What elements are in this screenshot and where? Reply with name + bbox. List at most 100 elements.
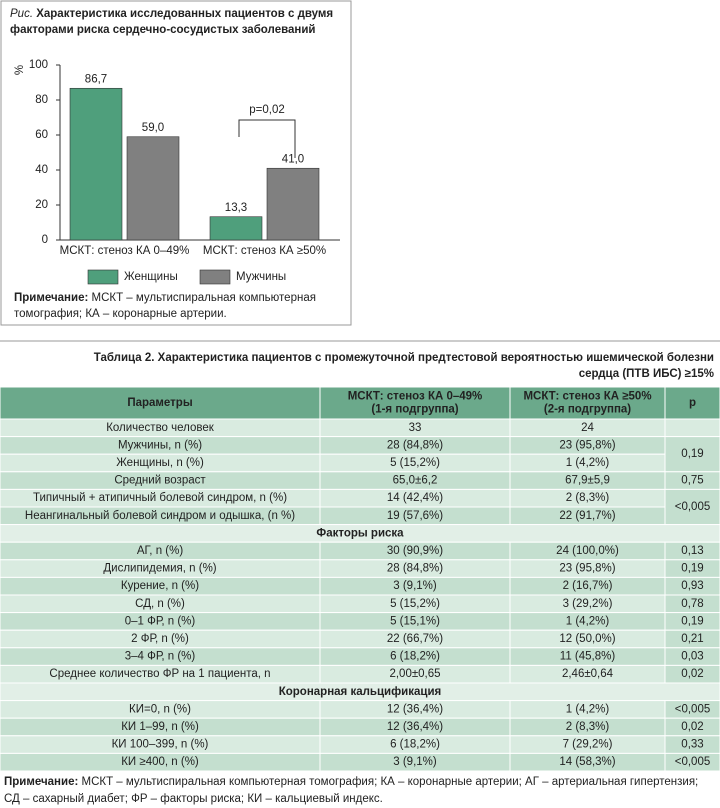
cell-text: 12 (36,4%) xyxy=(387,703,443,715)
cell-text: 0,19 xyxy=(681,448,703,460)
cell-text: 0,19 xyxy=(681,563,703,575)
cell-text: Средний возраст xyxy=(114,475,206,487)
cell-text: 24 (100,0%) xyxy=(556,545,619,557)
cell-text: 3 (9,1%) xyxy=(393,756,437,768)
value-label: 41,0 xyxy=(282,153,304,165)
cell-text: СД, n (%) xyxy=(135,598,185,610)
significance-bracket xyxy=(238,119,296,158)
cell-text: 67,9±5,9 xyxy=(565,475,610,487)
cell-text: 5 (15,2%) xyxy=(390,598,440,610)
section-text: Коронарная кальцификация xyxy=(279,686,442,698)
y-tick-label: 20 xyxy=(35,199,48,211)
header-cell xyxy=(319,386,511,420)
cell-text: 33 xyxy=(409,422,422,434)
cell-text: Типичный + атипичный болевой синдром, n … xyxy=(33,492,287,504)
cell-text: 0,33 xyxy=(681,739,703,751)
p-cell xyxy=(664,488,720,526)
header-text: МСКТ: стеноз КА 0–49% xyxy=(348,391,483,403)
header-text: (1-я подгруппа) xyxy=(371,404,458,416)
cell-text: 0,02 xyxy=(681,721,703,733)
figure-note: Примечание: МСКТ – мультиспиральная комп… xyxy=(14,292,316,304)
header-text: (2-я подгруппа) xyxy=(544,404,631,416)
cell-text: 12 (36,4%) xyxy=(387,721,443,733)
cell-text: Мужчины, n (%) xyxy=(118,439,202,451)
cell-text: 0,21 xyxy=(681,633,703,645)
cell-text: 3–4 ФР, n (%) xyxy=(125,651,196,663)
cell-text: 19 (57,6%) xyxy=(387,510,443,522)
p-cell xyxy=(664,752,720,772)
figure-title: Рис. Характеристика исследованных пациен… xyxy=(10,8,333,20)
cell-text: <0,005 xyxy=(675,501,711,513)
x-tick-label: МСКТ: стеноз КА ≥50% xyxy=(203,245,326,257)
cell-text: 3 (29,2%) xyxy=(563,598,613,610)
y-tick-label: 100 xyxy=(29,59,48,71)
cell-text: 2 ФР, n (%) xyxy=(131,633,189,645)
cell-text: 1 (4,2%) xyxy=(566,615,610,627)
cell-text: 0,78 xyxy=(681,598,703,610)
cell-text: 28 (84,8%) xyxy=(387,439,443,451)
note-line: МСКТ – мультиспиральная компьютерная том… xyxy=(82,776,699,788)
y-tick-label: 80 xyxy=(35,94,48,106)
cell-text: 0,13 xyxy=(681,545,703,557)
cell-text: 0,02 xyxy=(681,668,703,680)
cell-text: 11 (45,8%) xyxy=(560,651,616,663)
cell-text: 0–1 ФР, n (%) xyxy=(125,615,196,627)
cell-text: 14 (58,3%) xyxy=(559,756,615,768)
cell-text: Женщины, n (%) xyxy=(116,457,204,469)
cell-text: 2 (16,7%) xyxy=(563,580,613,592)
table-note: СД – сахарный диабет; ФР – факторы риска… xyxy=(4,793,383,805)
cell-text: 23 (95,8%) xyxy=(559,563,615,575)
p-cell xyxy=(664,418,720,438)
cell-text: 0,19 xyxy=(681,615,703,627)
cell-text: 2 (8,3%) xyxy=(566,492,610,504)
cell-text: 3 (9,1%) xyxy=(393,580,437,592)
cell-text: 1 (4,2%) xyxy=(566,457,610,469)
cell-text: 2 (8,3%) xyxy=(566,721,610,733)
table-title: Таблица 2. Характеристика пациентов с пр… xyxy=(94,352,714,364)
header-text: p xyxy=(689,397,696,409)
cell-text: 22 (91,7%) xyxy=(559,510,615,522)
header-text: МСКТ: стеноз КА ≥50% xyxy=(523,391,651,403)
cell-text: <0,005 xyxy=(675,703,711,715)
note-line: МСКТ – мультиспиральная компьютерная xyxy=(92,292,316,304)
cell-text: 0,93 xyxy=(681,580,703,592)
cell-text: 0,03 xyxy=(681,651,703,663)
bar xyxy=(126,136,180,241)
figure-note: томография; КА – коронарные артерии. xyxy=(14,308,227,320)
cell-text: <0,005 xyxy=(675,756,711,768)
figure-frame xyxy=(0,0,352,326)
cell-text: КИ ≥400, n (%) xyxy=(121,756,199,768)
bar xyxy=(69,87,123,241)
cell-text: 22 (66,7%) xyxy=(387,633,443,645)
legend-swatch xyxy=(87,269,119,285)
cell-text: 14 (42,4%) xyxy=(387,492,443,504)
legend-label: Женщины xyxy=(124,271,178,283)
y-tick-label: 0 xyxy=(42,234,48,246)
cell-text: 2,00±0,65 xyxy=(389,668,440,680)
cell-text: Количество человек xyxy=(106,422,215,434)
header-cell xyxy=(0,386,321,420)
cell-text: 30 (90,9%) xyxy=(387,545,443,557)
cell-text: Курение, n (%) xyxy=(121,580,199,592)
cell-text: 2,46±0,64 xyxy=(562,668,614,680)
cell-text: КИ 1–99, n (%) xyxy=(121,721,199,733)
y-tick-label: 60 xyxy=(35,129,48,141)
figure-title: факторами риска сердечно-сосудистых забо… xyxy=(10,24,316,36)
legend-swatch xyxy=(199,269,231,285)
header-text: Параметры xyxy=(127,397,192,409)
bar xyxy=(266,167,320,241)
title-line: Характеристика исследованных пациентов с… xyxy=(36,8,333,20)
cell-text: КИ=0, n (%) xyxy=(129,703,191,715)
table-title: сердца (ПТВ ИБС) ≥15% xyxy=(579,368,714,380)
cell-text: 0,75 xyxy=(681,475,703,487)
note-label: Примечание: xyxy=(4,776,78,788)
cell-text: Дислипидемия, n (%) xyxy=(103,563,216,575)
cell-text: 6 (18,2%) xyxy=(390,739,440,751)
bar xyxy=(209,216,263,241)
cell-text: 28 (84,8%) xyxy=(387,563,443,575)
annotation: p=0,02 xyxy=(249,104,285,116)
cell-text: 65,0±6,2 xyxy=(393,475,438,487)
legend-label: Мужчины xyxy=(236,271,286,283)
value-label: 13,3 xyxy=(225,202,247,214)
